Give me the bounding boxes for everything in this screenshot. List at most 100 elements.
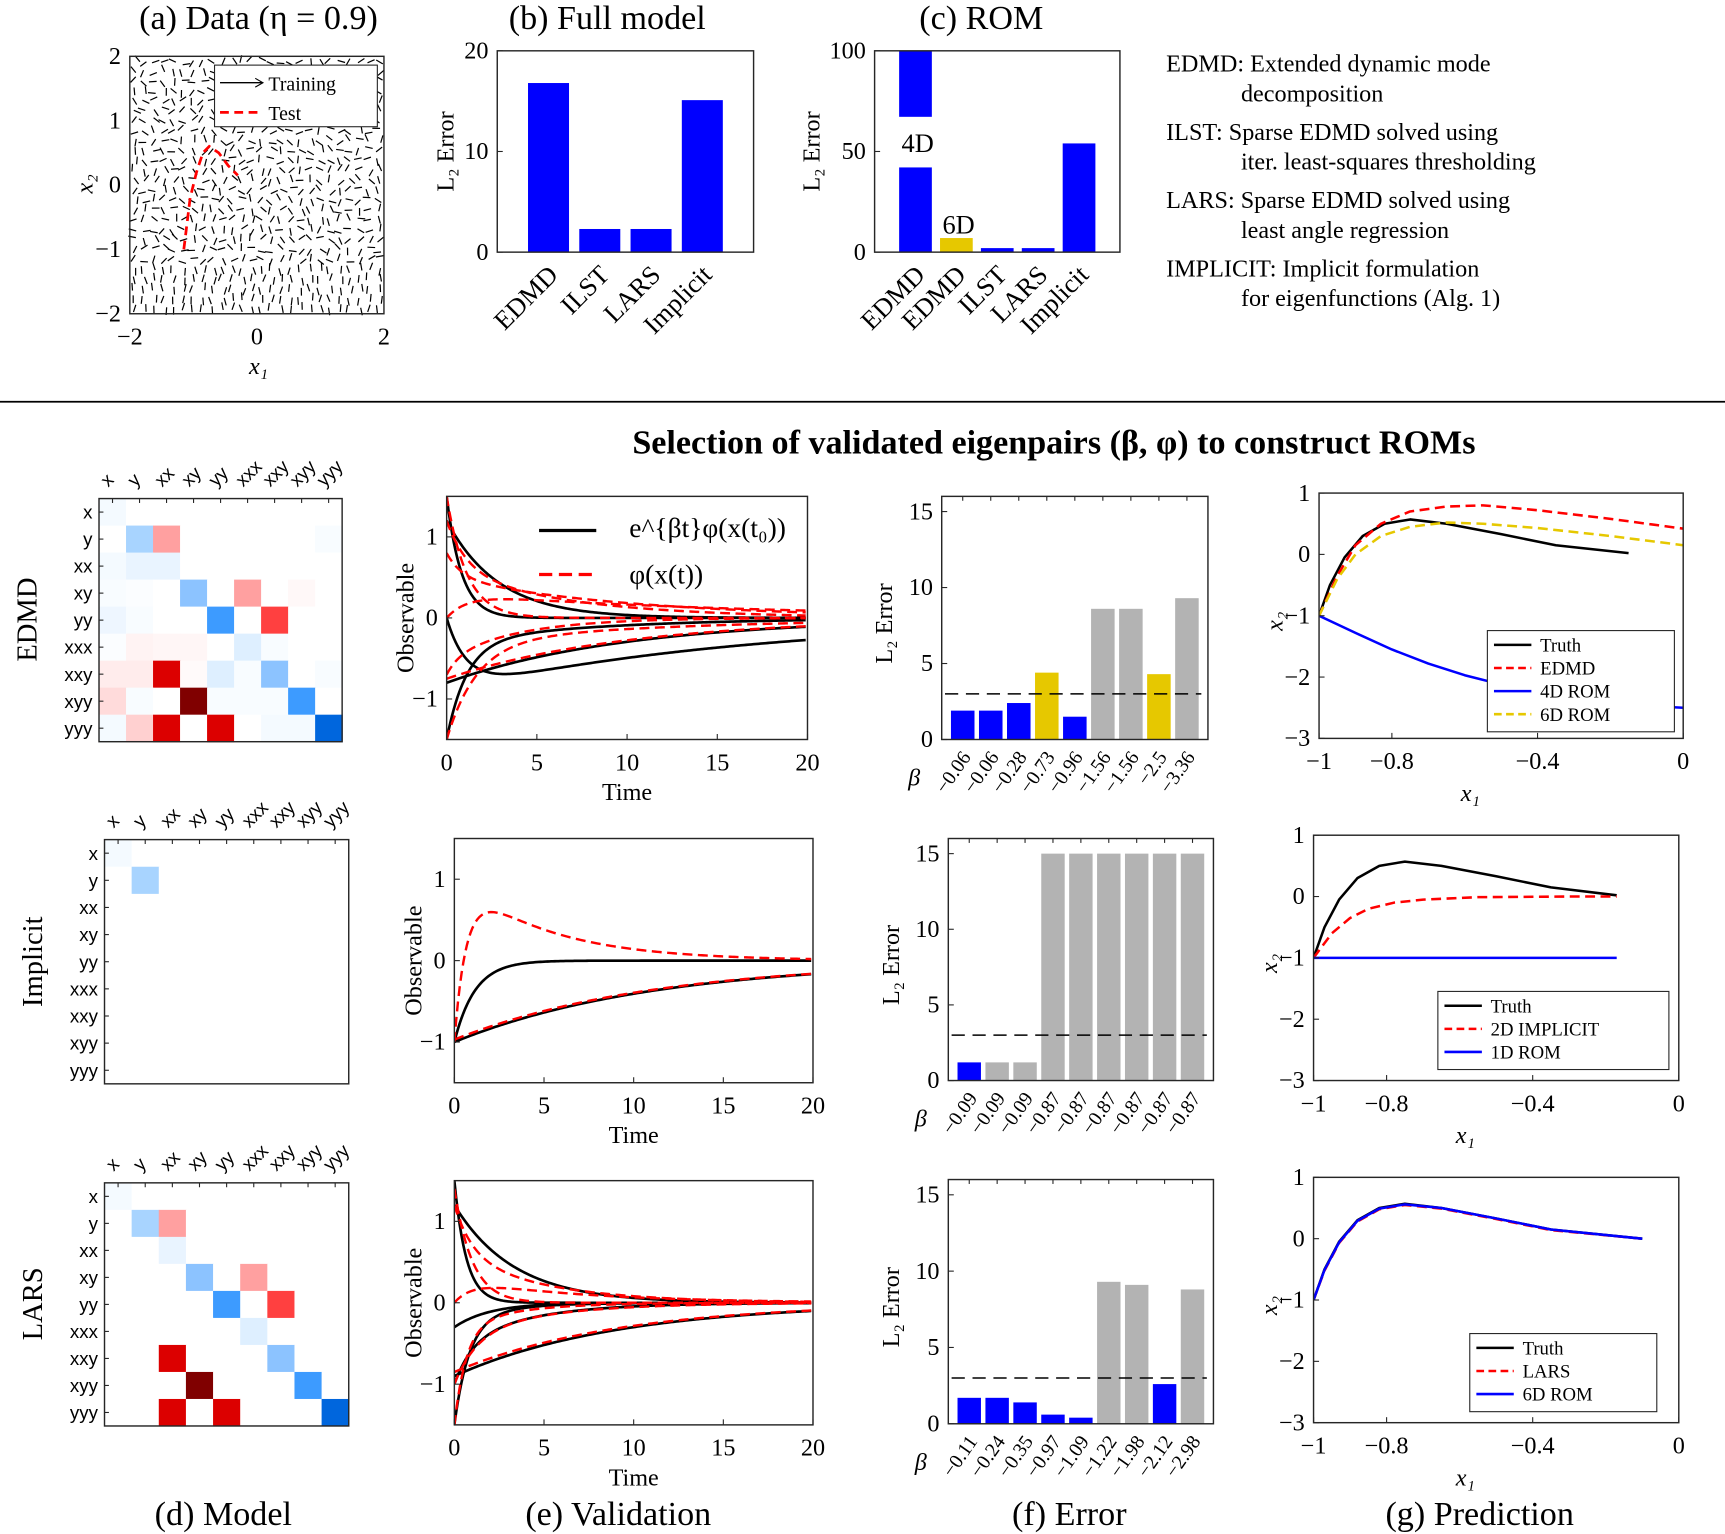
heatmap-cell [207,660,235,689]
quiver-arrow [182,205,191,211]
heatmap-cell [104,1209,133,1238]
panel-title-a: (a) Data (η = 0.9) [139,0,378,37]
quiver-arrow [139,69,145,78]
quiver-arrow [161,266,165,275]
quiver-arrow [182,62,191,66]
quiver-arrow [345,304,349,313]
y-axis-label: Observable [393,563,420,673]
error-bar [1097,853,1121,1081]
quiver-arrow [325,134,333,141]
quiver-arrow [193,235,196,243]
heatmap-cell [321,975,350,1003]
quiver-arrow [151,59,160,64]
heatmap-cell [294,1398,323,1427]
heatmap-cell [180,525,208,554]
heatmap-cell [126,579,154,608]
quiver-arrow [221,57,226,65]
heatmap-cell [315,606,343,635]
heatmap-cell [240,1263,268,1292]
quiver-arrow [365,189,370,197]
quiver-arrow [150,125,155,133]
heatmap-cell [234,579,262,608]
heatmap-cell [185,1002,214,1031]
quiver-arrow [130,254,136,262]
quiver-arrow [347,277,352,286]
eigenfunction-curve [454,1301,812,1425]
x-axis-label: x₁ [1455,1122,1475,1149]
heatmap-cell [185,1029,214,1058]
heatmap-cell [131,1371,160,1400]
quiver-arrow [252,215,256,223]
quiver-arrow [311,292,314,301]
eigenfunction-curve [454,1309,812,1374]
quiver-arrow [377,69,385,76]
heatmap-cell [99,606,127,635]
quiver-arrow [327,144,334,152]
quiver-arrow [357,228,365,234]
heatmap-cell [99,633,127,662]
quiver-arrow [346,297,350,306]
quiver-arrow [354,186,363,189]
quiver-arrow [161,106,170,111]
quiver-arrow [368,169,374,177]
quiver-arrow [333,230,342,234]
y-tick-label: 0 [1293,1225,1305,1252]
heatmap-cell [288,552,316,581]
quiver-arrow [164,184,167,193]
quiver-arrow [172,68,175,77]
quiver-arrow [158,119,166,124]
heatmap-cell [126,498,154,527]
heatmap-cell [131,1236,160,1265]
eigenvalue-prediction-curve [446,618,806,740]
y-tick-label: 5 [927,992,939,1019]
quiver-arrow [170,138,178,143]
error-bar [1097,1281,1121,1424]
panel-title-f: (f) Error [1012,1496,1127,1533]
eigenfunction-curve [454,1188,812,1304]
quiver-arrow [162,98,170,104]
legend-label: LARS [1523,1362,1571,1383]
quiver-arrow [232,125,237,134]
y-axis-label: x₂ [1256,954,1283,974]
quiver-arrow [279,205,288,211]
eigenvalue-prediction-curve [454,959,812,1043]
heatmap-cell [321,1029,350,1058]
heatmap-cell [153,525,181,554]
quiver-arrow [196,188,205,191]
quiver-arrow [194,223,198,232]
quiver-arrow [334,211,342,214]
heatmap-cell [213,1290,241,1319]
quiver-arrow [201,79,210,82]
quiver-arrow [306,248,312,256]
quiver-arrow [142,99,150,105]
quiver-arrow [290,305,293,314]
y-axis-label: L₂ Error [432,111,459,191]
quiver-arrow [375,158,379,166]
quiver-arrow [297,188,304,196]
heatmap-col-label: yyy [319,796,354,831]
quiver-arrow [306,150,315,156]
heatmap-cell [213,1263,241,1292]
y-tick-label: −3 [1285,725,1311,752]
quiver-arrow [363,208,372,212]
heatmap-cell [213,1002,241,1031]
legend-box [1469,1333,1658,1413]
quiver-arrow [316,226,322,234]
heatmap-row-label: y [89,870,99,891]
heatmap-cell [153,660,181,689]
heatmap-cell [158,921,187,949]
quiver-arrow [206,87,215,92]
bar [630,228,672,253]
quiver-arrow [172,186,177,195]
quiver-arrow [194,266,198,275]
quiver-arrow [326,294,331,302]
quiver-arrow [133,207,139,215]
heatmap-cell [131,1344,160,1373]
heatmap-cell [213,893,241,922]
quiver-arrow [150,96,158,101]
quiver-arrow [326,218,330,227]
quiver-arrow [200,126,206,135]
y-tick-label: 1 [426,524,438,551]
y-axis-label: L₂ Error [878,925,905,1005]
quiver-arrow [297,139,300,148]
